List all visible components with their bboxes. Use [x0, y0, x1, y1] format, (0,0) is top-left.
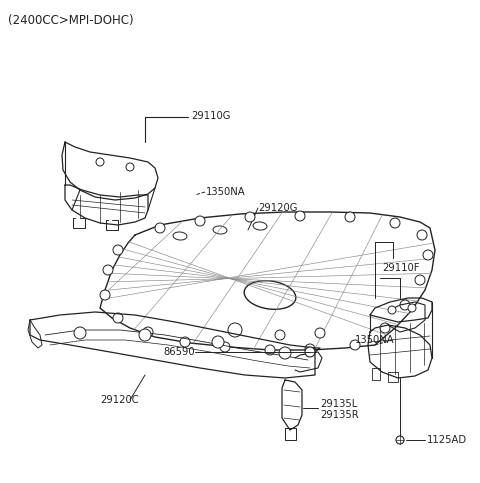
- Circle shape: [390, 218, 400, 228]
- Circle shape: [417, 230, 427, 240]
- Circle shape: [408, 304, 416, 312]
- Text: 1350NA: 1350NA: [355, 335, 395, 345]
- Text: 1350NA: 1350NA: [206, 187, 246, 197]
- Text: 29135L: 29135L: [320, 399, 357, 409]
- Circle shape: [305, 344, 315, 354]
- Circle shape: [400, 300, 410, 310]
- Circle shape: [388, 306, 396, 314]
- Circle shape: [315, 328, 325, 338]
- Circle shape: [103, 265, 113, 275]
- Circle shape: [212, 336, 224, 348]
- Circle shape: [245, 212, 255, 222]
- Ellipse shape: [213, 226, 227, 234]
- Text: 1125AD: 1125AD: [427, 435, 467, 445]
- Ellipse shape: [173, 232, 187, 240]
- Circle shape: [74, 327, 86, 339]
- Circle shape: [96, 158, 104, 166]
- Circle shape: [113, 245, 123, 255]
- Circle shape: [155, 223, 165, 233]
- Ellipse shape: [253, 222, 267, 230]
- Circle shape: [100, 290, 110, 300]
- Circle shape: [295, 211, 305, 221]
- Circle shape: [345, 212, 355, 222]
- Circle shape: [275, 330, 285, 340]
- Circle shape: [195, 216, 205, 226]
- Circle shape: [265, 345, 275, 355]
- Circle shape: [113, 313, 123, 323]
- Circle shape: [279, 347, 291, 359]
- Circle shape: [180, 337, 190, 347]
- Circle shape: [423, 250, 433, 260]
- Circle shape: [305, 347, 315, 357]
- Circle shape: [415, 275, 425, 285]
- Circle shape: [126, 163, 134, 171]
- Text: (2400CC>MPI-DOHC): (2400CC>MPI-DOHC): [8, 14, 133, 27]
- Circle shape: [143, 327, 153, 337]
- Text: 86590: 86590: [163, 347, 194, 357]
- Text: 29120G: 29120G: [258, 203, 298, 213]
- Circle shape: [228, 323, 242, 337]
- Circle shape: [396, 436, 404, 444]
- Text: 29110G: 29110G: [191, 111, 230, 121]
- Circle shape: [350, 340, 360, 350]
- Circle shape: [139, 329, 151, 341]
- Text: 29135R: 29135R: [320, 410, 359, 420]
- Text: 29120C: 29120C: [100, 395, 139, 405]
- Circle shape: [220, 342, 230, 352]
- Text: 29110F: 29110F: [382, 263, 420, 273]
- Ellipse shape: [244, 281, 296, 309]
- Circle shape: [380, 323, 390, 333]
